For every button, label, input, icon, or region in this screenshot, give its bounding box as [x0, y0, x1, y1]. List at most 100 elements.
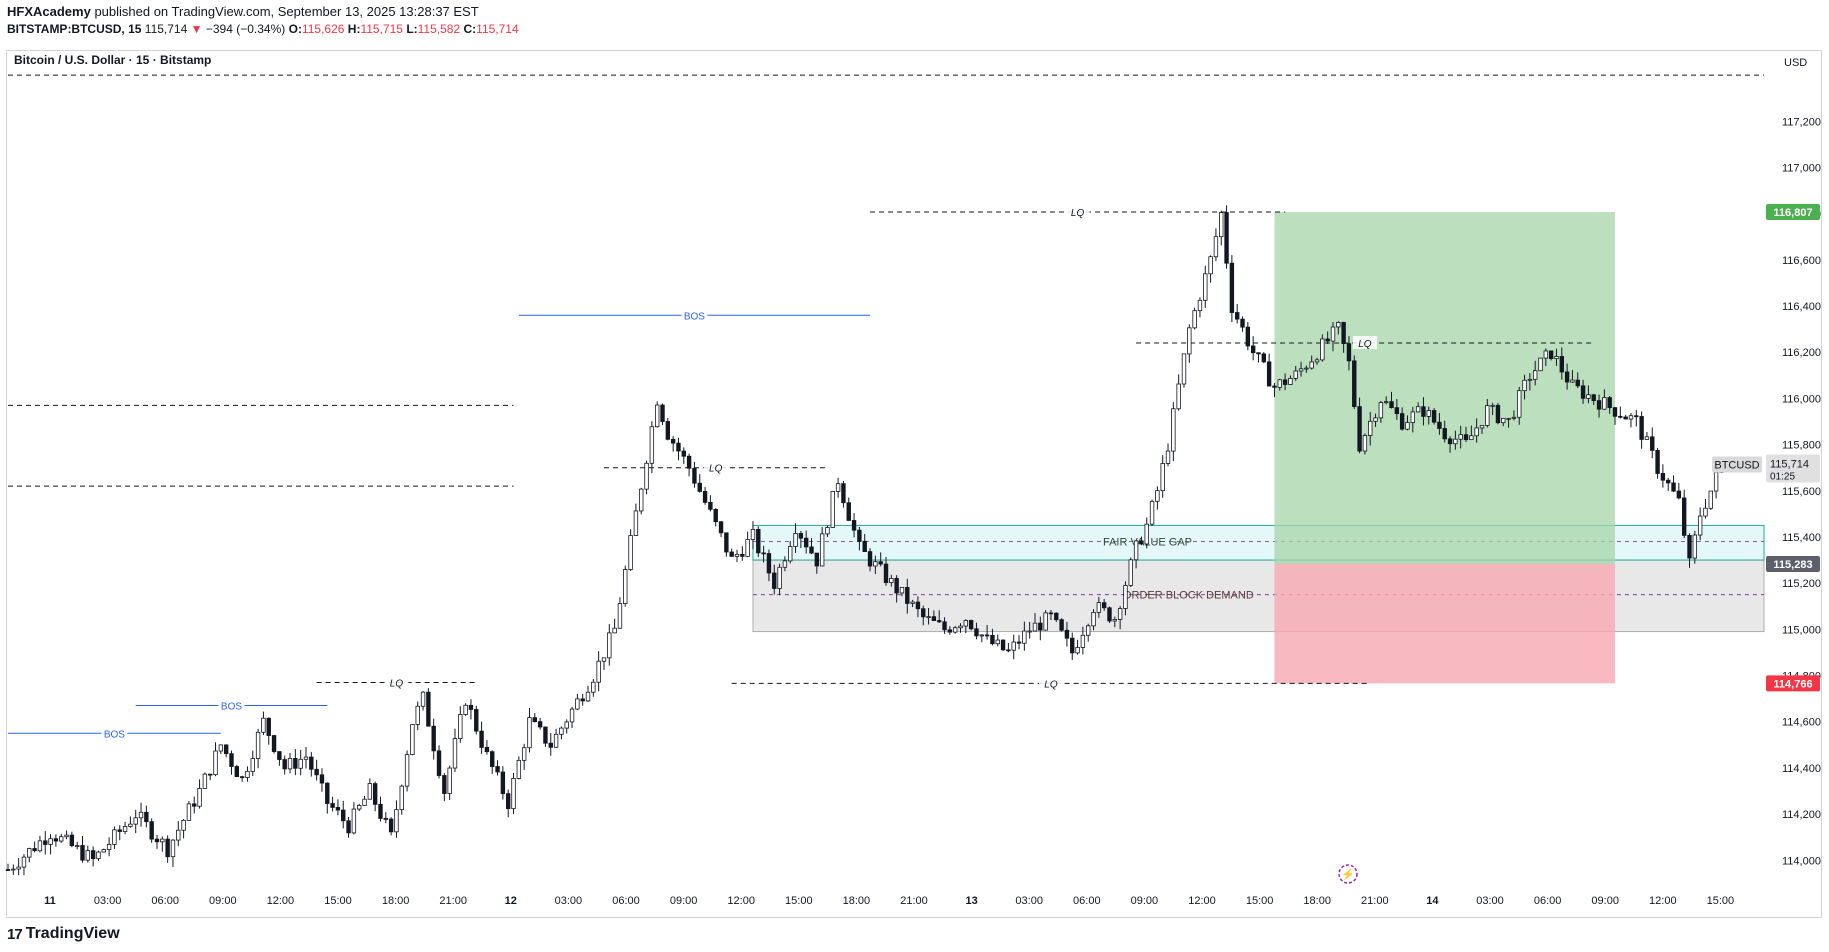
candle-body — [1352, 360, 1357, 408]
lq-label-bg — [1352, 335, 1377, 349]
candle-body — [532, 717, 537, 723]
candle-body — [1501, 418, 1506, 424]
candle-body — [1399, 413, 1405, 430]
x-tick-label: 13 — [965, 895, 977, 907]
tradingview-logo[interactable]: 17 TradingView — [7, 925, 120, 943]
candle-body — [1671, 482, 1676, 492]
candle-body — [585, 691, 591, 702]
candle-body — [1240, 318, 1245, 328]
candle-body — [1458, 434, 1463, 440]
candle-body — [553, 733, 559, 748]
candle-body — [873, 561, 878, 567]
candle-body — [165, 838, 170, 858]
candle-body — [11, 868, 16, 871]
candle-body — [266, 717, 271, 736]
candle-body — [1256, 352, 1261, 355]
candle-body — [69, 834, 75, 847]
y-tick-label: 114,400 — [1782, 763, 1821, 775]
author-name[interactable]: HFXAcademy — [7, 4, 91, 19]
candle-body — [1431, 410, 1437, 423]
candle-body — [298, 758, 303, 769]
candle-body — [37, 840, 43, 852]
candle-body — [905, 587, 910, 604]
lq-label: LQ — [1044, 679, 1058, 690]
lq-label: LQ — [1071, 208, 1085, 219]
candle-body — [154, 838, 160, 843]
candle-body — [176, 829, 181, 841]
candle-body — [931, 616, 937, 621]
candle-body — [1208, 256, 1213, 275]
current-price-bg — [1766, 454, 1820, 483]
candle-body — [1415, 406, 1421, 413]
candle-body — [676, 442, 681, 452]
candle-body — [926, 616, 931, 619]
candle-body — [410, 724, 415, 756]
candle-body — [1602, 397, 1607, 410]
candle-body — [825, 527, 830, 535]
candle-body — [1219, 212, 1224, 238]
candle-body — [404, 754, 410, 787]
candle-body — [1708, 490, 1713, 509]
candle-body — [564, 721, 569, 729]
candle-body — [80, 845, 85, 861]
candle-body — [607, 632, 612, 659]
candle-body — [388, 818, 394, 833]
y-tick-label: 115,400 — [1782, 532, 1821, 544]
candle-body — [128, 823, 133, 827]
candle-body — [32, 848, 37, 852]
x-tick-label: 18:00 — [843, 895, 871, 907]
candle-body — [1038, 622, 1043, 631]
candle-body — [463, 704, 468, 715]
candle-body — [160, 838, 165, 843]
candle-body — [1575, 379, 1580, 387]
candle-body — [1447, 438, 1453, 445]
candle-body — [1032, 622, 1038, 632]
x-tick-label: 03:00 — [1015, 895, 1043, 907]
candle-body — [1586, 394, 1591, 399]
candle-body — [1086, 625, 1091, 636]
candle-body — [85, 850, 91, 861]
candle-body — [654, 404, 660, 428]
candle-body — [777, 566, 782, 589]
candle-body — [851, 520, 857, 531]
candle-body — [74, 845, 80, 847]
candle-body — [43, 840, 48, 845]
candle-body — [857, 529, 862, 542]
candle-body — [367, 783, 373, 800]
candle-body — [1506, 417, 1511, 420]
candle-body — [1011, 641, 1016, 651]
candle-body — [21, 856, 27, 868]
candle-body — [537, 721, 543, 728]
entry-price-tag: 115,283 — [1773, 559, 1812, 571]
candle-body — [1495, 404, 1501, 424]
tradingview-mark-icon: 17 — [7, 925, 23, 943]
candle-body — [692, 467, 697, 484]
candle-body — [878, 561, 883, 565]
candle-body — [218, 744, 224, 752]
chart-title: Bitcoin / U.S. Dollar · 15 · Bitstamp — [14, 53, 211, 67]
candle-body — [474, 709, 479, 732]
chart-frame[interactable] — [6, 50, 1822, 918]
bos-label-bg — [101, 726, 128, 740]
candle-body — [192, 803, 197, 807]
open-value: 115,626 — [301, 22, 345, 36]
bos-label-bg — [218, 698, 245, 712]
candle-body — [1697, 515, 1703, 536]
candle-body — [1112, 619, 1118, 622]
candle-body — [1623, 416, 1628, 420]
candle-body — [1096, 602, 1102, 613]
candle-body — [490, 751, 495, 767]
candle-body — [984, 634, 990, 637]
candle-body — [1511, 416, 1517, 419]
candle-body — [426, 691, 431, 727]
candle-body — [1591, 394, 1596, 401]
candle-body — [591, 681, 596, 693]
candle-body — [745, 539, 750, 557]
candle-body — [1469, 435, 1474, 441]
candle-body — [713, 508, 718, 523]
candle-body — [761, 552, 766, 555]
price-change: −394 (−0.34%) — [205, 22, 286, 36]
candle-body — [952, 627, 958, 633]
candle-body — [261, 717, 266, 733]
